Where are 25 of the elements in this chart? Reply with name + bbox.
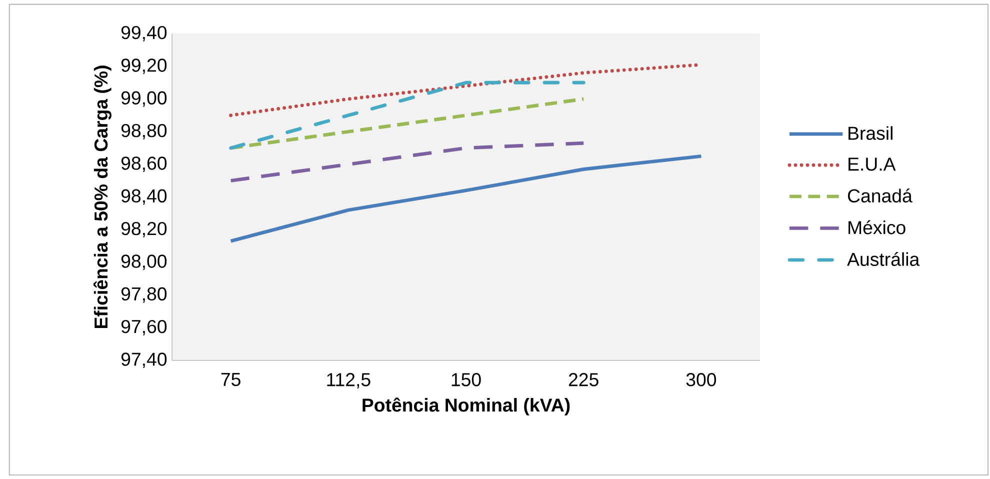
x-tick-label: 150 [452, 373, 481, 386]
legend-label: México [848, 220, 906, 234]
y-tick-label: 97,40 [121, 352, 167, 368]
y-tick-label: 98,60 [121, 156, 167, 172]
legend-label: Canadá [848, 188, 912, 202]
y-tick-label: 98,20 [121, 222, 167, 238]
y-tick-label: 98,00 [121, 254, 167, 270]
y-tick-label: 98,80 [121, 124, 167, 140]
line-series [229, 154, 703, 243]
y-tick-label: 99,40 [121, 26, 167, 42]
line-series [229, 141, 586, 182]
x-tick-label: 300 [686, 373, 716, 386]
y-tick-label: 99,00 [121, 91, 167, 107]
x-axis-title: Potência Nominal (kVA) [362, 398, 570, 416]
legend-label: Brasil [848, 126, 892, 140]
x-tick-label: 112,5 [327, 373, 370, 388]
x-tick-label: 225 [568, 373, 598, 386]
y-axis-title: Eficiência a 50% da Carga (%) [94, 66, 112, 328]
legend-label: Austrália [847, 252, 920, 266]
x-tick-label: 75 [221, 373, 240, 386]
legend-label: E.U.A [848, 158, 896, 171]
y-tick-label: 98,40 [121, 189, 167, 205]
y-tick-label: 99,20 [121, 58, 167, 74]
y-tick-label: 97,60 [121, 320, 167, 336]
y-tick-label: 97,80 [121, 287, 167, 303]
